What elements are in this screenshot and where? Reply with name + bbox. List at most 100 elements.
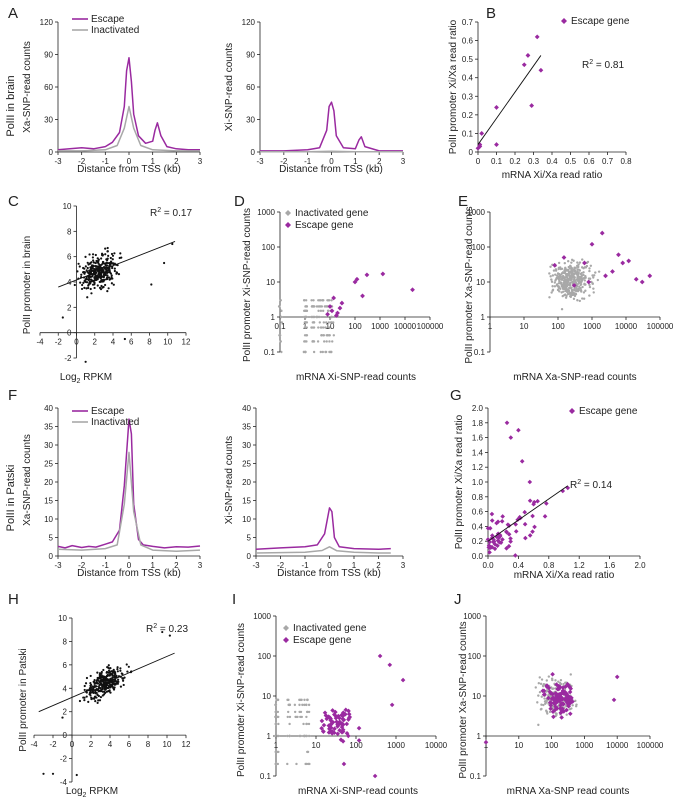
- data-point-inactivated: [288, 715, 292, 719]
- data-point: [95, 691, 98, 694]
- data-point: [94, 265, 97, 268]
- data-point-inactivated: [322, 326, 325, 329]
- x-tick-label: 8: [147, 338, 152, 347]
- data-point-inactivated: [287, 710, 290, 714]
- y-tick-label: 6: [63, 661, 68, 670]
- x-tick-label: 1: [274, 741, 279, 750]
- series-line-escape: [57, 418, 201, 549]
- data-point: [89, 681, 92, 685]
- y-tick-label: 0: [49, 552, 54, 561]
- data-point-escape: [495, 519, 501, 525]
- data-point-escape: [322, 710, 328, 716]
- data-point-inactivated: [558, 274, 561, 278]
- data-point-escape: [321, 722, 327, 728]
- data-point: [96, 671, 99, 674]
- data-point: [122, 683, 125, 687]
- data-point-inactivated: [277, 734, 280, 738]
- data-point: [103, 687, 106, 691]
- x-tick-label: 0: [476, 157, 481, 166]
- data-point-inactivated: [274, 750, 277, 754]
- data-point: [171, 242, 174, 246]
- x-tick-label: 0.7: [602, 157, 614, 166]
- data-point: [107, 681, 111, 685]
- data-point-inactivated: [570, 261, 573, 264]
- y-tick-label: 10: [266, 278, 275, 287]
- data-point-inactivated: [576, 278, 580, 281]
- data-point-escape: [599, 230, 605, 236]
- data-point-inactivated: [286, 762, 289, 766]
- data-point-inactivated: [578, 268, 581, 272]
- y-tick-label: 0.6: [472, 508, 484, 517]
- panel-letter-H: H: [8, 591, 19, 608]
- x-tick-label: 3: [401, 561, 406, 570]
- data-point-inactivated: [276, 698, 280, 702]
- data-point: [75, 773, 78, 777]
- data-point-inactivated: [551, 678, 554, 682]
- data-point-escape: [331, 730, 337, 736]
- data-point-escape: [335, 713, 341, 719]
- data-point-inactivated: [592, 276, 595, 279]
- data-point-escape: [529, 103, 535, 108]
- x-tick-label: -1: [102, 561, 110, 570]
- data-point: [83, 286, 86, 290]
- y-tick-label: 0.5: [462, 55, 474, 64]
- data-point-escape: [555, 692, 561, 698]
- data-point-inactivated: [547, 675, 551, 678]
- y-tick-label: 0.1: [260, 772, 272, 781]
- x-tick-label: 4: [111, 338, 116, 347]
- data-point-escape: [325, 311, 330, 317]
- data-point: [82, 696, 85, 699]
- data-point: [92, 691, 95, 695]
- data-point: [97, 267, 100, 270]
- data-point-escape: [340, 713, 345, 718]
- legend-inactivated-label: Inactivated: [91, 417, 139, 428]
- series-line-escape: [260, 101, 403, 152]
- data-point-inactivated: [328, 340, 331, 343]
- data-point: [42, 772, 45, 775]
- r-squared-annotation: R2 = 0.81: [582, 59, 624, 71]
- data-point-inactivated: [564, 267, 567, 271]
- data-point: [106, 257, 109, 261]
- data-point-inactivated: [305, 334, 309, 337]
- data-point-escape: [329, 308, 335, 314]
- data-point: [97, 699, 100, 702]
- row-label-patski: PolII in Patski: [5, 465, 17, 532]
- data-point-escape: [568, 711, 573, 717]
- data-point: [112, 283, 115, 286]
- data-point: [110, 282, 113, 285]
- data-point: [93, 697, 96, 700]
- data-point: [94, 277, 97, 280]
- data-point: [84, 277, 88, 281]
- data-point: [121, 672, 124, 676]
- data-point: [73, 283, 76, 287]
- data-point-inactivated: [559, 267, 562, 271]
- data-point-escape: [546, 695, 551, 701]
- y-tick-label: 15: [242, 497, 251, 506]
- data-point-escape: [338, 737, 344, 743]
- data-point: [84, 255, 87, 259]
- data-point-inactivated: [592, 287, 595, 290]
- data-point: [116, 666, 119, 669]
- data-point-inactivated: [280, 350, 283, 354]
- data-point-inactivated: [555, 713, 558, 717]
- data-point-escape: [389, 702, 395, 708]
- data-point-inactivated: [540, 707, 543, 711]
- data-point-inactivated: [303, 299, 306, 302]
- data-point-escape: [532, 524, 537, 530]
- data-point: [89, 278, 93, 281]
- data-point-inactivated: [558, 279, 561, 283]
- x-tick-label: -1: [304, 157, 312, 166]
- x-tick-label: 1000: [371, 322, 389, 331]
- data-point: [109, 686, 112, 689]
- data-point-escape: [340, 716, 346, 722]
- x-tick-label: 10: [163, 338, 172, 347]
- data-point-escape: [586, 279, 592, 285]
- x-tick-label: -3: [54, 561, 62, 570]
- data-point-inactivated: [573, 288, 576, 291]
- data-point-escape: [331, 295, 337, 301]
- data-point-inactivated: [537, 723, 540, 727]
- data-point-escape: [387, 662, 393, 668]
- data-point: [168, 634, 171, 637]
- data-point-escape: [483, 739, 489, 745]
